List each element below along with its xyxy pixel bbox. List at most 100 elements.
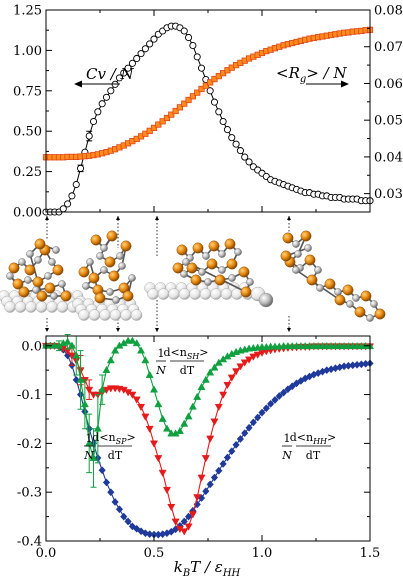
- data-point: [137, 403, 146, 412]
- data-point: [163, 114, 171, 122]
- cv-label: Cv / N: [86, 65, 135, 83]
- monomer-polar: [100, 266, 108, 274]
- nsp-top: d<nSP>: [92, 431, 135, 446]
- monomer-hydrophobic: [304, 254, 316, 266]
- monomer-hydrophobic: [280, 250, 292, 262]
- x-tick-label: 1.0: [252, 546, 273, 561]
- monomer-hydrophobic: [190, 274, 202, 286]
- monomer-polar: [202, 252, 210, 260]
- monomer-polar: [334, 288, 342, 296]
- data-point: [215, 108, 223, 116]
- data-point: [175, 426, 184, 435]
- data-point: [206, 87, 214, 95]
- data-point: [150, 35, 158, 43]
- monomer-polar: [218, 250, 226, 258]
- monomer-polar: [34, 256, 42, 264]
- data-point: [223, 381, 232, 390]
- monomer-polar: [182, 258, 190, 266]
- data-point: [154, 400, 163, 408]
- data-point: [141, 45, 149, 53]
- monomer-hydrophobic: [334, 294, 346, 306]
- data-point: [206, 480, 214, 489]
- monomer-polar: [52, 246, 60, 254]
- monomer-polar: [82, 282, 90, 290]
- monomer-polar: [58, 280, 66, 288]
- y-tick-label: -0.1: [17, 388, 42, 403]
- monomer-hydrophobic: [32, 276, 44, 288]
- nhh-top: d<nHH>: [290, 431, 337, 446]
- data-point: [141, 413, 150, 421]
- data-point: [107, 87, 115, 95]
- monomer-polar: [128, 274, 136, 282]
- monomer-hydrophobic: [226, 258, 238, 270]
- substrate-atom: [46, 301, 58, 313]
- substrate-atom: [35, 301, 48, 313]
- substrate-atom: [78, 309, 90, 321]
- data-point: [245, 356, 254, 364]
- nhh-num: 1: [284, 432, 291, 445]
- monomer-hydrophobic: [52, 264, 64, 276]
- data-point: [137, 346, 146, 354]
- data-point: [98, 100, 106, 108]
- y-left-tick-label: 0.50: [13, 125, 42, 140]
- data-point: [128, 391, 137, 399]
- monomer-polar: [246, 278, 254, 286]
- monomer-hydrophobic: [354, 306, 366, 318]
- data-point: [236, 363, 245, 371]
- data-point: [275, 392, 283, 401]
- data-point: [76, 375, 85, 383]
- data-point: [89, 117, 98, 126]
- substrate-atom: [109, 309, 122, 321]
- data-point: [227, 374, 236, 382]
- data-point: [193, 53, 201, 61]
- data-point: [141, 356, 150, 364]
- monomer-hydrophobic: [108, 270, 120, 282]
- data-point: [162, 486, 171, 495]
- data-point: [85, 132, 93, 140]
- y-right-tick-label: 0.03: [374, 187, 403, 202]
- data-point: [267, 399, 275, 408]
- nsp-bottom: dT: [108, 449, 123, 462]
- y-left-tick-label: 0.00: [13, 206, 42, 221]
- substrate-atom: [130, 309, 143, 321]
- monomer-polar: [50, 292, 58, 300]
- y-left-tick-label: 1.25: [13, 4, 42, 19]
- monomer-hydrophobic: [12, 278, 24, 290]
- data-point: [124, 517, 132, 526]
- data-point: [210, 363, 219, 371]
- data-point: [184, 512, 193, 521]
- monomer-hydrophobic: [34, 238, 46, 250]
- bottom-series: [41, 334, 375, 539]
- substrate-atom: [120, 309, 132, 321]
- monomer-hydrophobic: [374, 308, 386, 320]
- monomer-hydrophobic: [192, 242, 204, 254]
- monomer-hydrophobic: [8, 262, 20, 274]
- data-point: [180, 528, 189, 536]
- top-series-rg: [42, 26, 374, 161]
- y-left-tick-label: 0.25: [13, 165, 42, 180]
- monomer-polar: [86, 258, 94, 266]
- monomer-hydrophobic: [282, 232, 294, 244]
- data-point: [94, 108, 102, 116]
- data-point: [188, 511, 197, 519]
- data-point: [176, 104, 184, 111]
- monomer-polar: [24, 276, 32, 284]
- data-point: [72, 180, 80, 189]
- data-point: [249, 353, 258, 361]
- data-point: [172, 107, 179, 115]
- data-point: [102, 478, 111, 487]
- monomer-hydrophobic: [44, 282, 56, 294]
- connector-arrowhead: [45, 216, 49, 220]
- monomer-polar: [234, 248, 242, 256]
- monomer-polar: [316, 284, 324, 292]
- data-point: [102, 93, 111, 101]
- snapshot-adsorbed-compact: [0, 238, 90, 313]
- nsh-bottom: dT: [180, 364, 195, 377]
- data-point: [284, 385, 292, 394]
- substrate-atom: [168, 288, 180, 300]
- monomer-polar: [26, 250, 34, 258]
- y-tick-label: -0.3: [17, 486, 42, 501]
- data-point: [106, 356, 115, 364]
- monomer-hydrophobic: [208, 240, 220, 252]
- substrate-atom: [189, 288, 201, 300]
